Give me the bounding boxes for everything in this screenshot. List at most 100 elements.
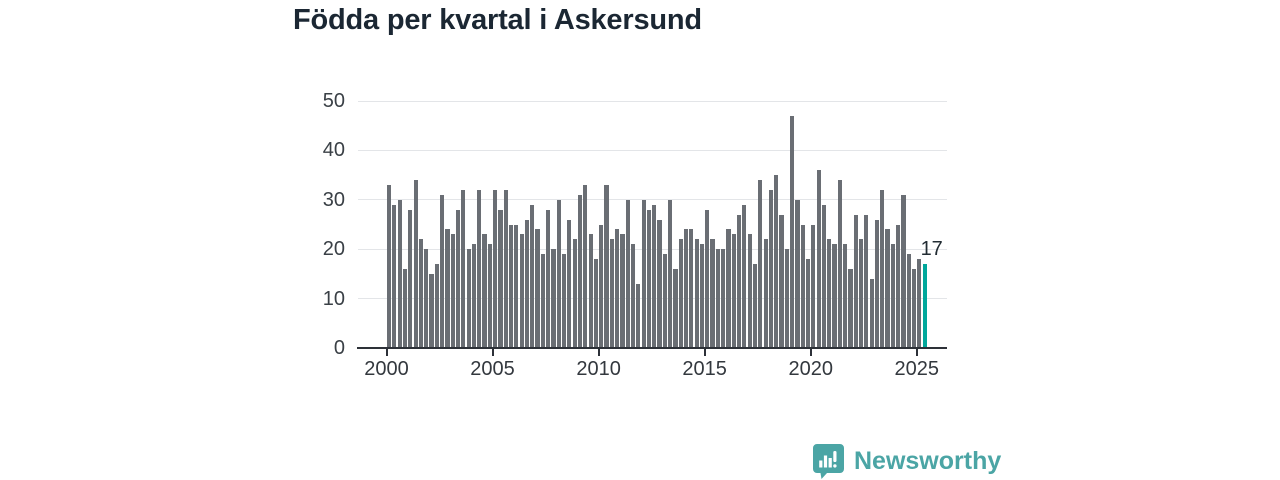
- bar-2016Q4[interactable]: [742, 204, 747, 348]
- bar-2008Q1[interactable]: [556, 199, 561, 348]
- bar-2008Q4[interactable]: [572, 239, 577, 348]
- bar-2020Q1[interactable]: [811, 224, 816, 348]
- bar-2024Q3[interactable]: [906, 254, 911, 348]
- bar-2003Q3[interactable]: [461, 189, 466, 348]
- bar-2006Q2[interactable]: [519, 234, 524, 348]
- bar-2007Q4[interactable]: [551, 249, 556, 348]
- bar-2017Q1[interactable]: [747, 234, 752, 348]
- bar-2004Q1[interactable]: [471, 244, 477, 348]
- bar-2005Q4[interactable]: [508, 224, 514, 348]
- bar-2024Q1[interactable]: [896, 224, 901, 348]
- bar-2002Q2[interactable]: [434, 264, 439, 348]
- bar-2001Q2[interactable]: [413, 180, 418, 348]
- bar-2016Q1[interactable]: [726, 229, 731, 348]
- bar-2019Q1[interactable]: [790, 115, 795, 348]
- bar-2025Q1[interactable]: [917, 259, 922, 348]
- bar-2021Q1[interactable]: [832, 244, 837, 348]
- bar-2004Q4[interactable]: [487, 244, 492, 348]
- bar-2002Q3[interactable]: [440, 194, 445, 348]
- bar-2023Q2[interactable]: [880, 189, 885, 348]
- bar-2020Q4[interactable]: [827, 239, 832, 348]
- bar-2001Q4[interactable]: [424, 249, 429, 348]
- bar-2018Q4[interactable]: [784, 249, 789, 348]
- bar-2019Q2[interactable]: [795, 199, 800, 348]
- bar-2000Q1[interactable]: [387, 184, 392, 348]
- newsworthy-logo[interactable]: Newsworthy: [812, 443, 1001, 479]
- bar-2009Q3[interactable]: [588, 234, 593, 348]
- bar-2009Q1[interactable]: [577, 194, 583, 348]
- bar-2010Q1[interactable]: [599, 224, 604, 348]
- bar-2015Q4[interactable]: [721, 249, 726, 348]
- bar-2011Q1[interactable]: [620, 234, 625, 348]
- bar-2017Q4[interactable]: [763, 239, 768, 348]
- bar-2006Q1[interactable]: [514, 224, 519, 348]
- bar-2022Q1[interactable]: [853, 214, 858, 348]
- bar-2019Q4[interactable]: [805, 259, 811, 348]
- bar-2009Q2[interactable]: [583, 184, 588, 348]
- bar-2020Q2[interactable]: [816, 170, 821, 348]
- bar-2024Q4[interactable]: [912, 268, 917, 348]
- bar-2013Q3[interactable]: [673, 268, 678, 348]
- bar-2015Q2[interactable]: [710, 239, 715, 348]
- bar-2002Q4[interactable]: [445, 229, 450, 348]
- bar-2022Q4[interactable]: [869, 278, 874, 348]
- bar-2004Q2[interactable]: [477, 189, 482, 348]
- bar-2013Q1[interactable]: [662, 254, 667, 348]
- bar-2003Q2[interactable]: [455, 209, 461, 348]
- bar-2023Q3[interactable]: [885, 229, 890, 348]
- bar-2006Q4[interactable]: [530, 204, 535, 348]
- bar-2020Q3[interactable]: [821, 204, 827, 348]
- bar-2011Q3[interactable]: [630, 244, 636, 348]
- bar-2008Q3[interactable]: [567, 219, 572, 348]
- bar-2013Q4[interactable]: [678, 239, 683, 348]
- bar-2015Q1[interactable]: [705, 209, 710, 348]
- bar-2018Q1[interactable]: [768, 189, 773, 348]
- bar-2021Q2[interactable]: [837, 180, 842, 348]
- bar-2000Q4[interactable]: [402, 268, 408, 348]
- bar-2005Q3[interactable]: [503, 189, 508, 348]
- bar-2015Q3[interactable]: [715, 249, 720, 348]
- bar-2011Q4[interactable]: [636, 283, 641, 348]
- bar-2007Q3[interactable]: [546, 209, 551, 348]
- bar-2012Q1[interactable]: [641, 199, 646, 348]
- bar-2016Q3[interactable]: [737, 214, 742, 348]
- bar-2017Q2[interactable]: [752, 264, 758, 348]
- bar-2010Q3[interactable]: [609, 239, 614, 348]
- bar-2019Q3[interactable]: [800, 224, 805, 348]
- bar-2010Q4[interactable]: [615, 229, 620, 348]
- bar-2025Q2[interactable]: [922, 264, 927, 348]
- bar-2001Q3[interactable]: [418, 239, 423, 348]
- bar-2023Q4[interactable]: [890, 244, 895, 348]
- bar-2023Q1[interactable]: [874, 219, 880, 348]
- bar-2018Q2[interactable]: [774, 175, 779, 348]
- bar-2014Q4[interactable]: [699, 244, 705, 348]
- bar-2021Q4[interactable]: [848, 268, 853, 348]
- bar-2021Q3[interactable]: [843, 244, 848, 348]
- bar-2005Q1[interactable]: [493, 189, 498, 348]
- bar-2008Q2[interactable]: [562, 254, 567, 348]
- bar-2002Q1[interactable]: [429, 273, 434, 348]
- bar-2014Q3[interactable]: [694, 239, 699, 348]
- bar-2018Q3[interactable]: [779, 214, 784, 348]
- bar-2007Q2[interactable]: [540, 254, 545, 348]
- bar-2001Q1[interactable]: [408, 209, 413, 348]
- bar-2000Q3[interactable]: [397, 199, 402, 348]
- bar-2000Q2[interactable]: [392, 204, 397, 348]
- bar-2022Q2[interactable]: [858, 239, 864, 348]
- bar-2006Q3[interactable]: [524, 219, 530, 348]
- bar-2016Q2[interactable]: [731, 234, 736, 348]
- bar-2013Q2[interactable]: [668, 199, 673, 348]
- bar-2024Q2[interactable]: [901, 194, 906, 348]
- bar-2004Q3[interactable]: [482, 234, 487, 348]
- bar-2012Q2[interactable]: [646, 209, 652, 348]
- bar-2012Q4[interactable]: [657, 219, 662, 348]
- bar-2014Q2[interactable]: [689, 229, 694, 348]
- bar-2007Q1[interactable]: [535, 229, 540, 348]
- bar-2017Q3[interactable]: [758, 180, 763, 348]
- bar-2014Q1[interactable]: [683, 229, 689, 348]
- bar-2005Q2[interactable]: [498, 209, 503, 348]
- bar-2012Q3[interactable]: [652, 204, 657, 348]
- bar-2003Q4[interactable]: [466, 249, 471, 348]
- bar-2003Q1[interactable]: [450, 234, 455, 348]
- bar-2011Q2[interactable]: [625, 199, 630, 348]
